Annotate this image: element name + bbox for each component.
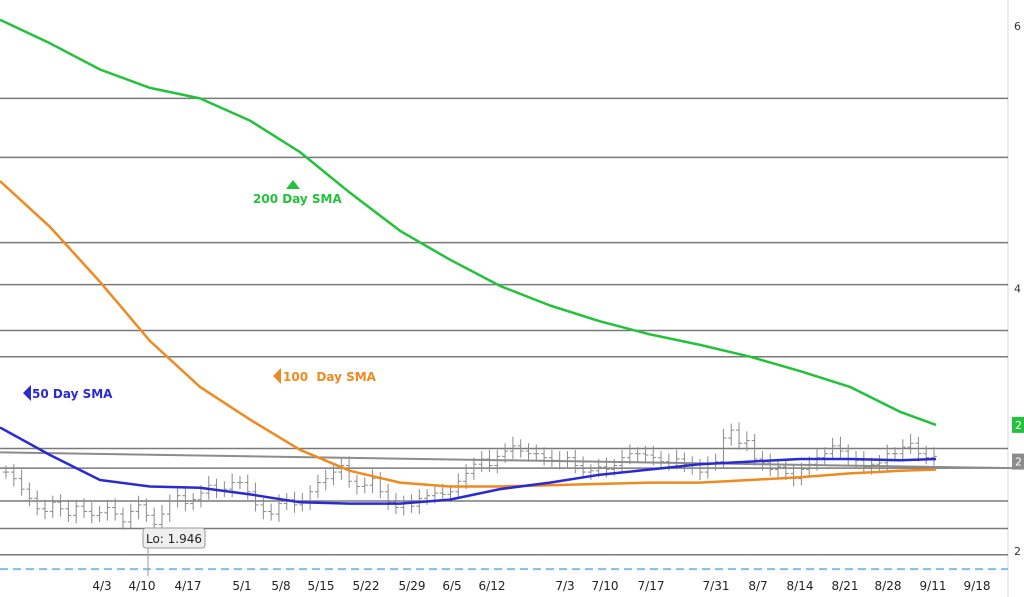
x-tick-label: 7/31: [703, 579, 730, 593]
annotation-box: [142, 527, 206, 549]
x-tick-label: 8/21: [832, 579, 859, 593]
y-tick-label: 6: [1014, 20, 1021, 33]
50-day-sma-line: [0, 426, 937, 505]
y-tick-label: 4: [1014, 283, 1021, 296]
sma-labels: 200 Day SMA 100 Day SMA 50 Day SMA: [23, 180, 377, 401]
x-tick-label: 8/14: [787, 579, 814, 593]
x-tick-label: 7/3: [555, 579, 574, 593]
y-tick-label: 2: [1014, 545, 1021, 558]
x-tick-label: 4/10: [129, 579, 156, 593]
x-tick-label: 5/29: [399, 579, 426, 593]
x-tick-label: 8/7: [748, 579, 767, 593]
x-tick-label: 6/12: [479, 579, 506, 593]
x-tick-label: 7/17: [638, 579, 665, 593]
x-tick-label: 4/3: [92, 579, 111, 593]
100-day-sma-line: [0, 180, 937, 488]
200-day-sma-marker-icon: [286, 180, 300, 189]
price-badge: [1012, 453, 1024, 470]
100-day-sma-marker-icon: [273, 368, 281, 384]
horizontal-levels: [0, 97, 1008, 571]
200-day-sma-label: 200 Day SMA: [253, 192, 343, 206]
y-axis-ticks: 6 4 2: [1014, 20, 1021, 558]
trendline: [0, 451, 1015, 470]
100-day-sma-label: 100 Day SMA: [283, 370, 377, 384]
annotation-text: Lo: 1.946: [146, 532, 202, 546]
50-day-sma-label: 50 Day SMA: [32, 387, 113, 401]
price-badge-label: 2: [1015, 419, 1022, 432]
x-tick-label: 5/15: [308, 579, 335, 593]
x-tick-label: 5/8: [271, 579, 290, 593]
price-badge: [1012, 416, 1024, 433]
x-tick-label: 8/28: [875, 579, 902, 593]
x-tick-label: 7/10: [592, 579, 619, 593]
price-bars: [3, 422, 937, 533]
sma-lines: [0, 18, 937, 505]
200-day-sma-line: [0, 18, 937, 427]
x-tick-label: 6/5: [442, 579, 461, 593]
price-badge-label: 2: [1015, 456, 1022, 469]
50-day-sma-marker-icon: [23, 385, 31, 401]
x-axis-ticks: 4/3 4/10 4/17 5/1 5/8 5/15 5/22 5/29 6/5 6/12 7/3 7…: [92, 579, 990, 593]
annotations: Lo: 1.946: [142, 527, 206, 576]
x-tick-label: 9/11: [920, 579, 947, 593]
trendline-segment: [0, 451, 1015, 470]
x-tick-label: 5/1: [232, 579, 251, 593]
x-tick-label: 4/17: [175, 579, 202, 593]
right-axis-badges: 22: [1012, 416, 1024, 470]
x-tick-label: 9/18: [964, 579, 991, 593]
x-tick-label: 5/22: [353, 579, 380, 593]
